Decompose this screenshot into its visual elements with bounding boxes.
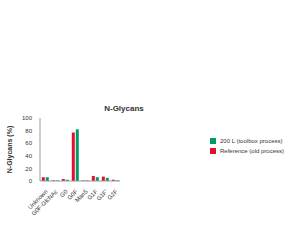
svg-text:20: 20 — [25, 166, 32, 172]
html-text:200 L (toolbox process): 200 L (toolbox process) — [220, 138, 283, 144]
svg-text:G0F: G0F — [66, 188, 79, 201]
svg-text:Unknown: Unknown — [26, 188, 49, 211]
svg-text:60: 60 — [25, 140, 32, 146]
html-text:Reference (old process): Reference (old process) — [220, 148, 284, 154]
svg-text:0: 0 — [29, 178, 33, 184]
svg-text:G1F: G1F — [86, 188, 99, 201]
svg-text:N-Glycans (%): N-Glycans (%) — [8, 126, 14, 173]
svg-text:100: 100 — [22, 115, 33, 121]
svg-text:G0: G0 — [58, 188, 69, 199]
svg-text:G1F': G1F' — [95, 188, 109, 202]
svg-text:Man5: Man5 — [73, 188, 89, 204]
svg-text:G2F: G2F — [106, 188, 119, 201]
svg-text:40: 40 — [25, 153, 32, 159]
html-text:N-Glycans: N-Glycans — [104, 104, 144, 113]
svg-text:80: 80 — [25, 128, 32, 134]
svg-text:G0F-GlcNAc: G0F-GlcNAc — [30, 188, 58, 216]
